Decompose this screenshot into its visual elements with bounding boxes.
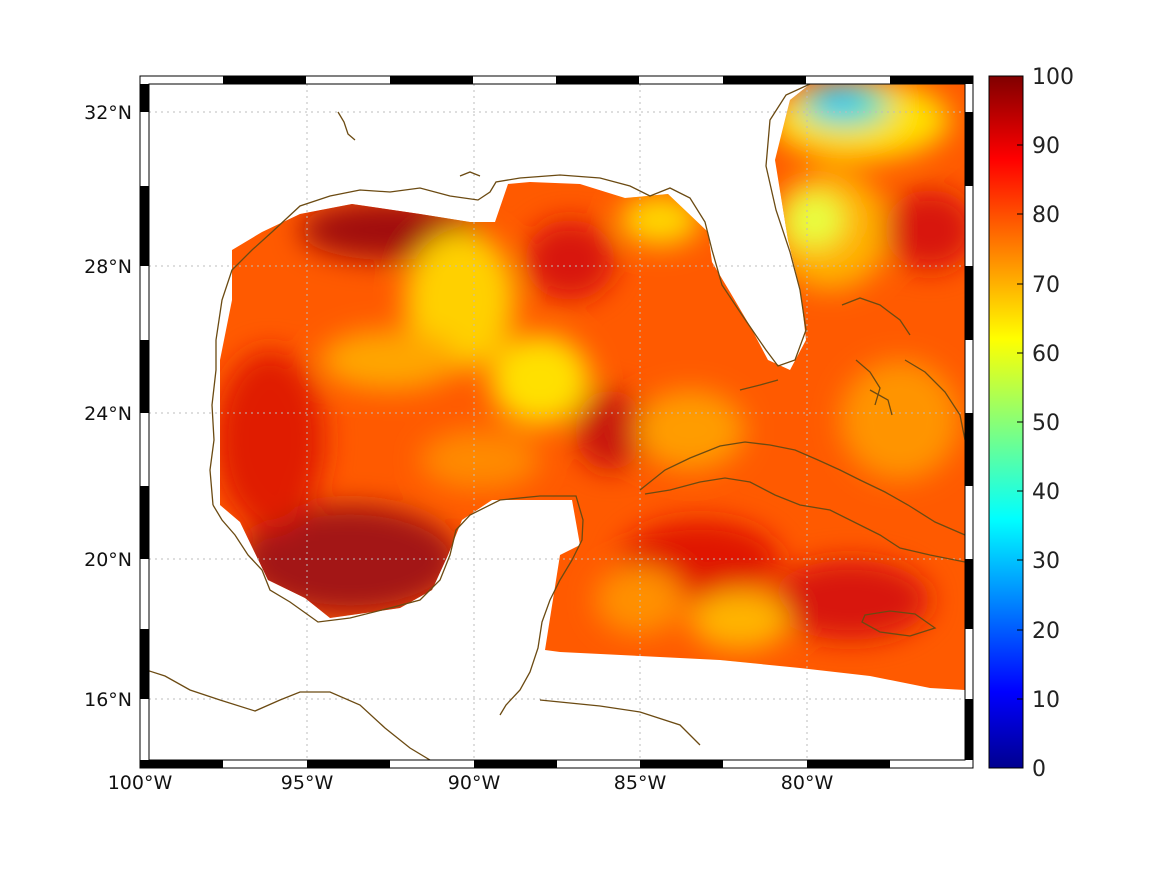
colorbar-label-30: 30 (1032, 549, 1060, 574)
lon-label-100w: 100°W (108, 772, 173, 794)
lat-label-20n: 20°N (84, 549, 132, 571)
lat-label-24n: 24°N (84, 403, 132, 425)
lon-label-95w: 95°W (281, 772, 334, 794)
colorbar-label-90: 90 (1032, 134, 1060, 159)
colorbar-label-70: 70 (1032, 273, 1060, 298)
colorbar-label-60: 60 (1032, 342, 1060, 367)
colorbar-label-40: 40 (1032, 480, 1060, 505)
longitude-labels: 100°W 95°W 90°W 85°W 80°W (108, 772, 834, 794)
grid-lines (149, 84, 965, 760)
colorbar-label-80: 80 (1032, 203, 1060, 228)
map-frame (139, 75, 974, 769)
colorbar-label-10: 10 (1032, 688, 1060, 713)
colorbar-label-0: 0 (1032, 757, 1046, 782)
colorbar-label-100: 100 (1032, 65, 1074, 90)
lat-label-16n: 16°N (84, 689, 132, 711)
coastlines (149, 84, 965, 760)
colorbar-ticks (1017, 75, 1023, 769)
colorbar: 0 10 20 30 40 50 60 70 80 90 100 (988, 65, 1074, 782)
lon-label-80w: 80°W (781, 772, 834, 794)
colorbar-label-50: 50 (1032, 411, 1060, 436)
colorbar-label-20: 20 (1032, 619, 1060, 644)
data-field (220, 84, 965, 690)
lon-label-90w: 90°W (448, 772, 501, 794)
latitude-labels: 32°N 28°N 24°N 20°N 16°N (84, 102, 132, 711)
lon-label-85w: 85°W (614, 772, 667, 794)
lat-label-32n: 32°N (84, 102, 132, 124)
lat-label-28n: 28°N (84, 256, 132, 278)
